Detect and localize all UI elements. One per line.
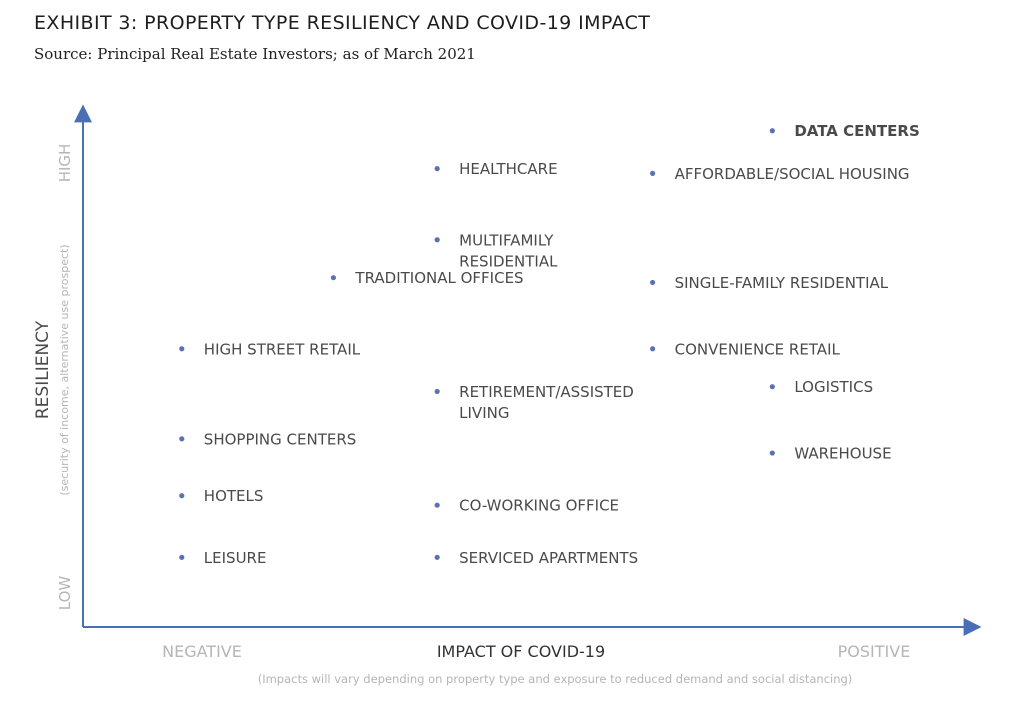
point-marker (434, 237, 440, 243)
point-marker (650, 170, 656, 176)
x-axis-positive-label: POSITIVE (838, 642, 911, 661)
point-label: AFFORDABLE/SOCIAL HOUSING (675, 165, 910, 183)
point-label: SINGLE-FAMILY RESIDENTIAL (675, 274, 889, 292)
x-axis-note: (Impacts will vary depending on property… (258, 672, 853, 686)
y-axis-sublabel: (security of income, alternative use pro… (58, 244, 71, 495)
point-high-street-retail: HIGH STREET RETAIL (179, 340, 361, 358)
point-marker (650, 346, 656, 352)
point-label: RETIREMENT/ASSISTED LIVING (459, 383, 634, 422)
point-single-family-residential: SINGLE-FAMILY RESIDENTIAL (650, 274, 889, 292)
x-axis-negative-label: NEGATIVE (162, 642, 242, 661)
point-marker (769, 450, 775, 456)
point-marker (434, 554, 440, 560)
chart-title: EXHIBIT 3: PROPERTY TYPE RESILIENCY AND … (34, 12, 651, 34)
point-label: MULTIFAMILY RESIDENTIAL (459, 231, 558, 270)
point-multifamily-residential: MULTIFAMILY RESIDENTIAL (434, 231, 558, 270)
point-hotels: HOTELS (179, 487, 263, 505)
point-marker (179, 436, 185, 442)
point-label: HIGH STREET RETAIL (204, 340, 361, 358)
point-affordable-social-housing: AFFORDABLE/SOCIAL HOUSING (650, 165, 910, 183)
point-marker (434, 166, 440, 172)
point-marker (434, 502, 440, 508)
point-marker (179, 554, 185, 560)
point-co-working-office: CO-WORKING OFFICE (434, 497, 619, 515)
point-label: TRADITIONAL OFFICES (354, 269, 523, 287)
point-traditional-offices: TRADITIONAL OFFICES (330, 269, 524, 287)
y-axis-low-label: LOW (56, 576, 74, 611)
point-healthcare: HEALTHCARE (434, 160, 558, 178)
point-label: HEALTHCARE (459, 160, 557, 178)
point-marker (330, 275, 337, 281)
point-shopping-centers: SHOPPING CENTERS (179, 430, 356, 448)
point-label: DATA CENTERS (794, 122, 919, 140)
chart-subtitle: Source: Principal Real Estate Investors;… (34, 45, 476, 63)
point-convenience-retail: CONVENIENCE RETAIL (650, 340, 841, 358)
point-label: HOTELS (204, 487, 264, 505)
point-marker (769, 384, 775, 390)
point-label: WAREHOUSE (794, 445, 891, 463)
point-leisure: LEISURE (179, 549, 266, 567)
point-serviced-apartments: SERVICED APARTMENTS (434, 549, 638, 567)
point-marker (179, 346, 185, 352)
point-marker (179, 493, 185, 499)
y-axis-label: RESILIENCY (33, 320, 53, 419)
point-data-centers: DATA CENTERS (769, 122, 920, 140)
point-label: CO-WORKING OFFICE (459, 497, 619, 515)
y-axis-high-label: HIGH (56, 144, 74, 183)
point-logistics: LOGISTICS (769, 378, 873, 396)
point-label: LEISURE (204, 549, 267, 567)
points-layer: DATA CENTERS HEALTHCARE AFFORDABLE/SOCIAL … (179, 122, 920, 567)
point-marker (434, 388, 440, 395)
point-label: LOGISTICS (794, 378, 873, 396)
point-marker (650, 279, 656, 286)
point-warehouse: WAREHOUSE (769, 445, 892, 463)
point-retirement-assisted-living: RETIREMENT/ASSISTED LIVING (434, 383, 634, 422)
point-label: SERVICED APARTMENTS (459, 549, 638, 567)
x-axis-label: IMPACT OF COVID-19 (437, 642, 605, 661)
point-label: CONVENIENCE RETAIL (675, 340, 841, 358)
point-label: SHOPPING CENTERS (204, 430, 356, 448)
point-marker (769, 128, 775, 134)
